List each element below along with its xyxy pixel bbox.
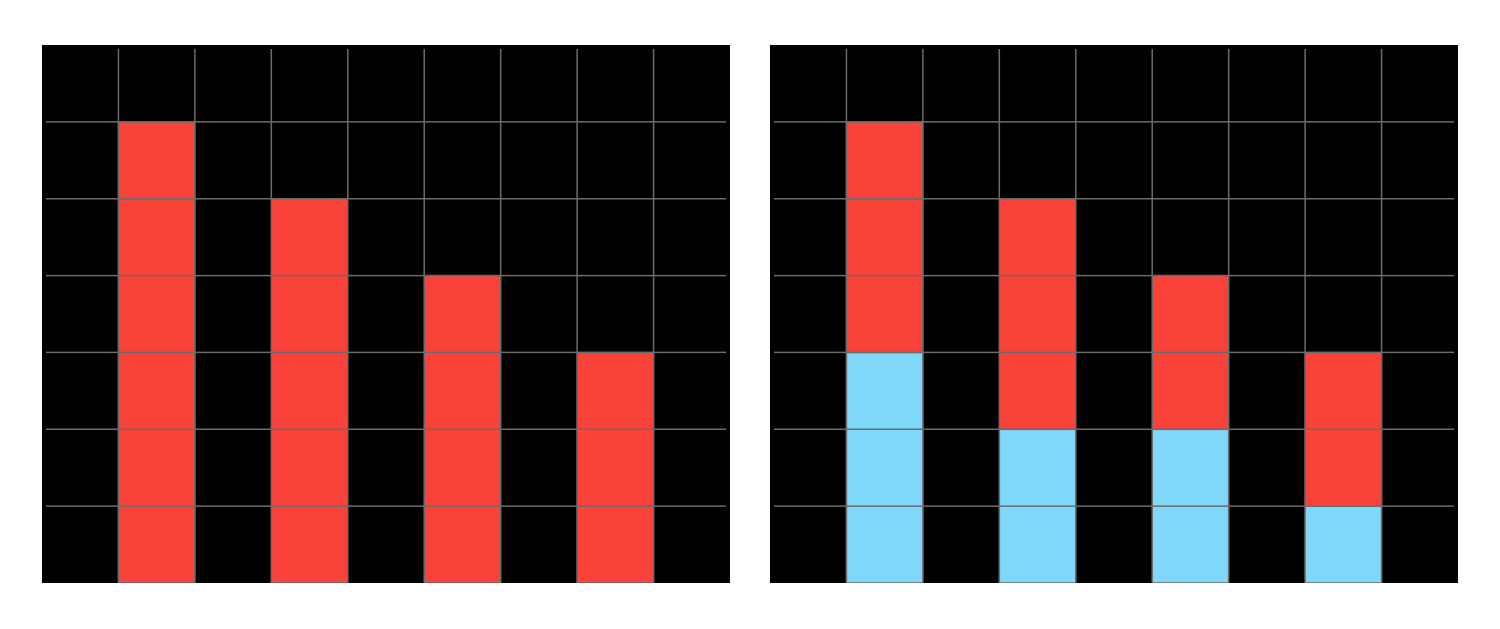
left-bar-4-series-1 bbox=[576, 351, 655, 583]
right-bar-2-series-2 bbox=[998, 197, 1077, 431]
left-bar-2-series-1 bbox=[270, 197, 349, 583]
right-bar-1-series-1 bbox=[845, 351, 924, 583]
right-stacked-bar-chart bbox=[770, 45, 1458, 583]
right-bar-4-series-1 bbox=[1304, 505, 1383, 583]
right-bar-1-series-2 bbox=[845, 121, 924, 354]
left-bar-chart bbox=[42, 45, 730, 583]
